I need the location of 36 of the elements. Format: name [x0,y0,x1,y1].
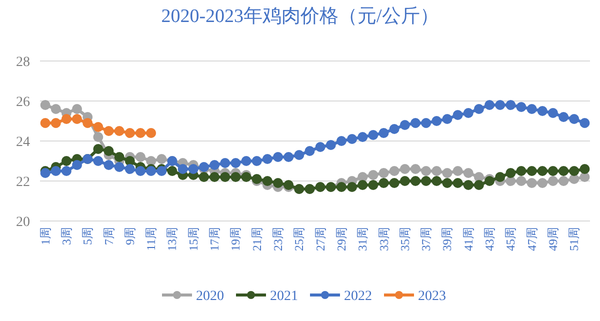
x-tick-label: 9周 [122,227,137,245]
x-tick-label: 1周 [38,227,52,245]
y-tick-label: 20 [16,215,30,230]
y-tick-label: 26 [16,95,30,110]
x-tick-label: 23周 [270,227,285,251]
legend-label: 2021 [270,289,298,304]
x-tick-label: 31周 [356,227,370,251]
legend-label: 2022 [344,289,372,304]
x-tick-label: 7周 [102,227,116,245]
y-tick-label: 22 [16,175,30,190]
x-tick-label: 51周 [567,227,582,251]
x-tick-label: 29周 [334,227,348,251]
x-tick-label: 43周 [482,227,497,251]
x-tick-label: 35周 [398,227,412,251]
x-tick-label: 3周 [59,227,74,245]
y-tick-label: 24 [16,135,30,150]
y-tick-label: 28 [16,55,30,70]
x-tick-label: 19周 [228,227,243,251]
x-tick-label: 15周 [186,227,200,251]
x-tick-label: 47周 [524,227,539,251]
x-tick-label: 21周 [250,227,264,251]
x-tick-label: 33周 [376,227,391,251]
x-tick-label: 5周 [80,227,95,245]
x-tick-label: 13周 [165,227,180,251]
x-tick-label: 11周 [144,227,158,251]
x-tick-label: 41周 [461,227,476,251]
x-tick-label: 39周 [440,227,454,251]
x-tick-label: 25周 [292,227,306,251]
x-tick-label: 49周 [546,227,560,251]
x-tick-label: 27周 [313,227,328,251]
legend-label: 2023 [418,289,446,304]
chart-title: 2020-2023年鸡肉价格（元/公斤） [161,6,439,27]
x-tick-label: 37周 [419,227,434,251]
x-tick-label: 45周 [504,227,518,251]
legend-label: 2020 [196,289,224,304]
x-tick-label: 17周 [208,227,222,251]
